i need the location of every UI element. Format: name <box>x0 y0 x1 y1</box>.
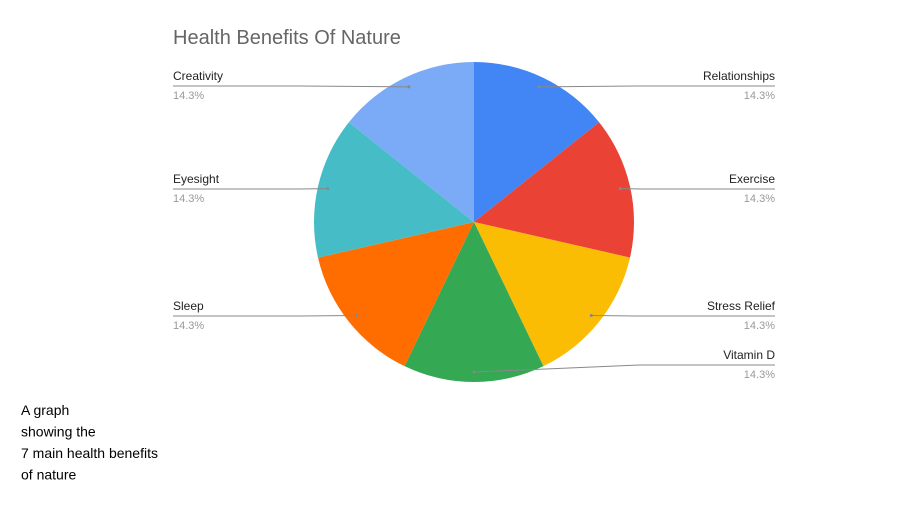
slice-value-label: 14.3% <box>173 320 204 332</box>
caption-line: showing the <box>21 424 96 440</box>
leader-dot <box>537 85 541 89</box>
pie-slice <box>348 62 474 222</box>
caption-line: of nature <box>21 467 76 483</box>
pie-slice <box>474 122 634 258</box>
leader-dot <box>355 314 359 318</box>
leader-dot <box>407 85 411 89</box>
slice-value-label: 14.3% <box>173 193 204 205</box>
pie-slice <box>404 222 544 383</box>
leader-dot <box>589 314 593 318</box>
slice-value-label: 14.3% <box>744 369 775 381</box>
slice-label: Eyesight <box>173 172 220 186</box>
slice-value-label: 14.3% <box>173 90 204 102</box>
slice-value-label: 14.3% <box>744 320 775 332</box>
slice-label: Sleep <box>173 299 204 313</box>
slice-label: Creativity <box>173 69 223 83</box>
slice-label: Relationships <box>703 69 775 83</box>
leader-dot <box>618 187 622 191</box>
pie-slice <box>474 62 600 222</box>
slice-value-label: 14.3% <box>744 90 775 102</box>
slice-label: Exercise <box>729 172 775 186</box>
caption-line: A graph <box>21 402 69 418</box>
slice-label: Vitamin D <box>723 348 775 362</box>
pie-slice <box>313 122 474 258</box>
caption-line: 7 main health benefits <box>21 445 158 461</box>
leader-dot <box>326 187 330 191</box>
leader-dot <box>472 370 476 374</box>
pie-slice <box>318 222 474 367</box>
leader-line <box>539 85 775 88</box>
leader-line <box>473 364 775 373</box>
chart-title: Health Benefits Of Nature <box>173 27 401 49</box>
slice-label: Stress Relief <box>707 299 776 313</box>
slice-value-label: 14.3% <box>744 193 775 205</box>
leader-line <box>173 85 409 88</box>
pie-slice <box>474 222 630 367</box>
